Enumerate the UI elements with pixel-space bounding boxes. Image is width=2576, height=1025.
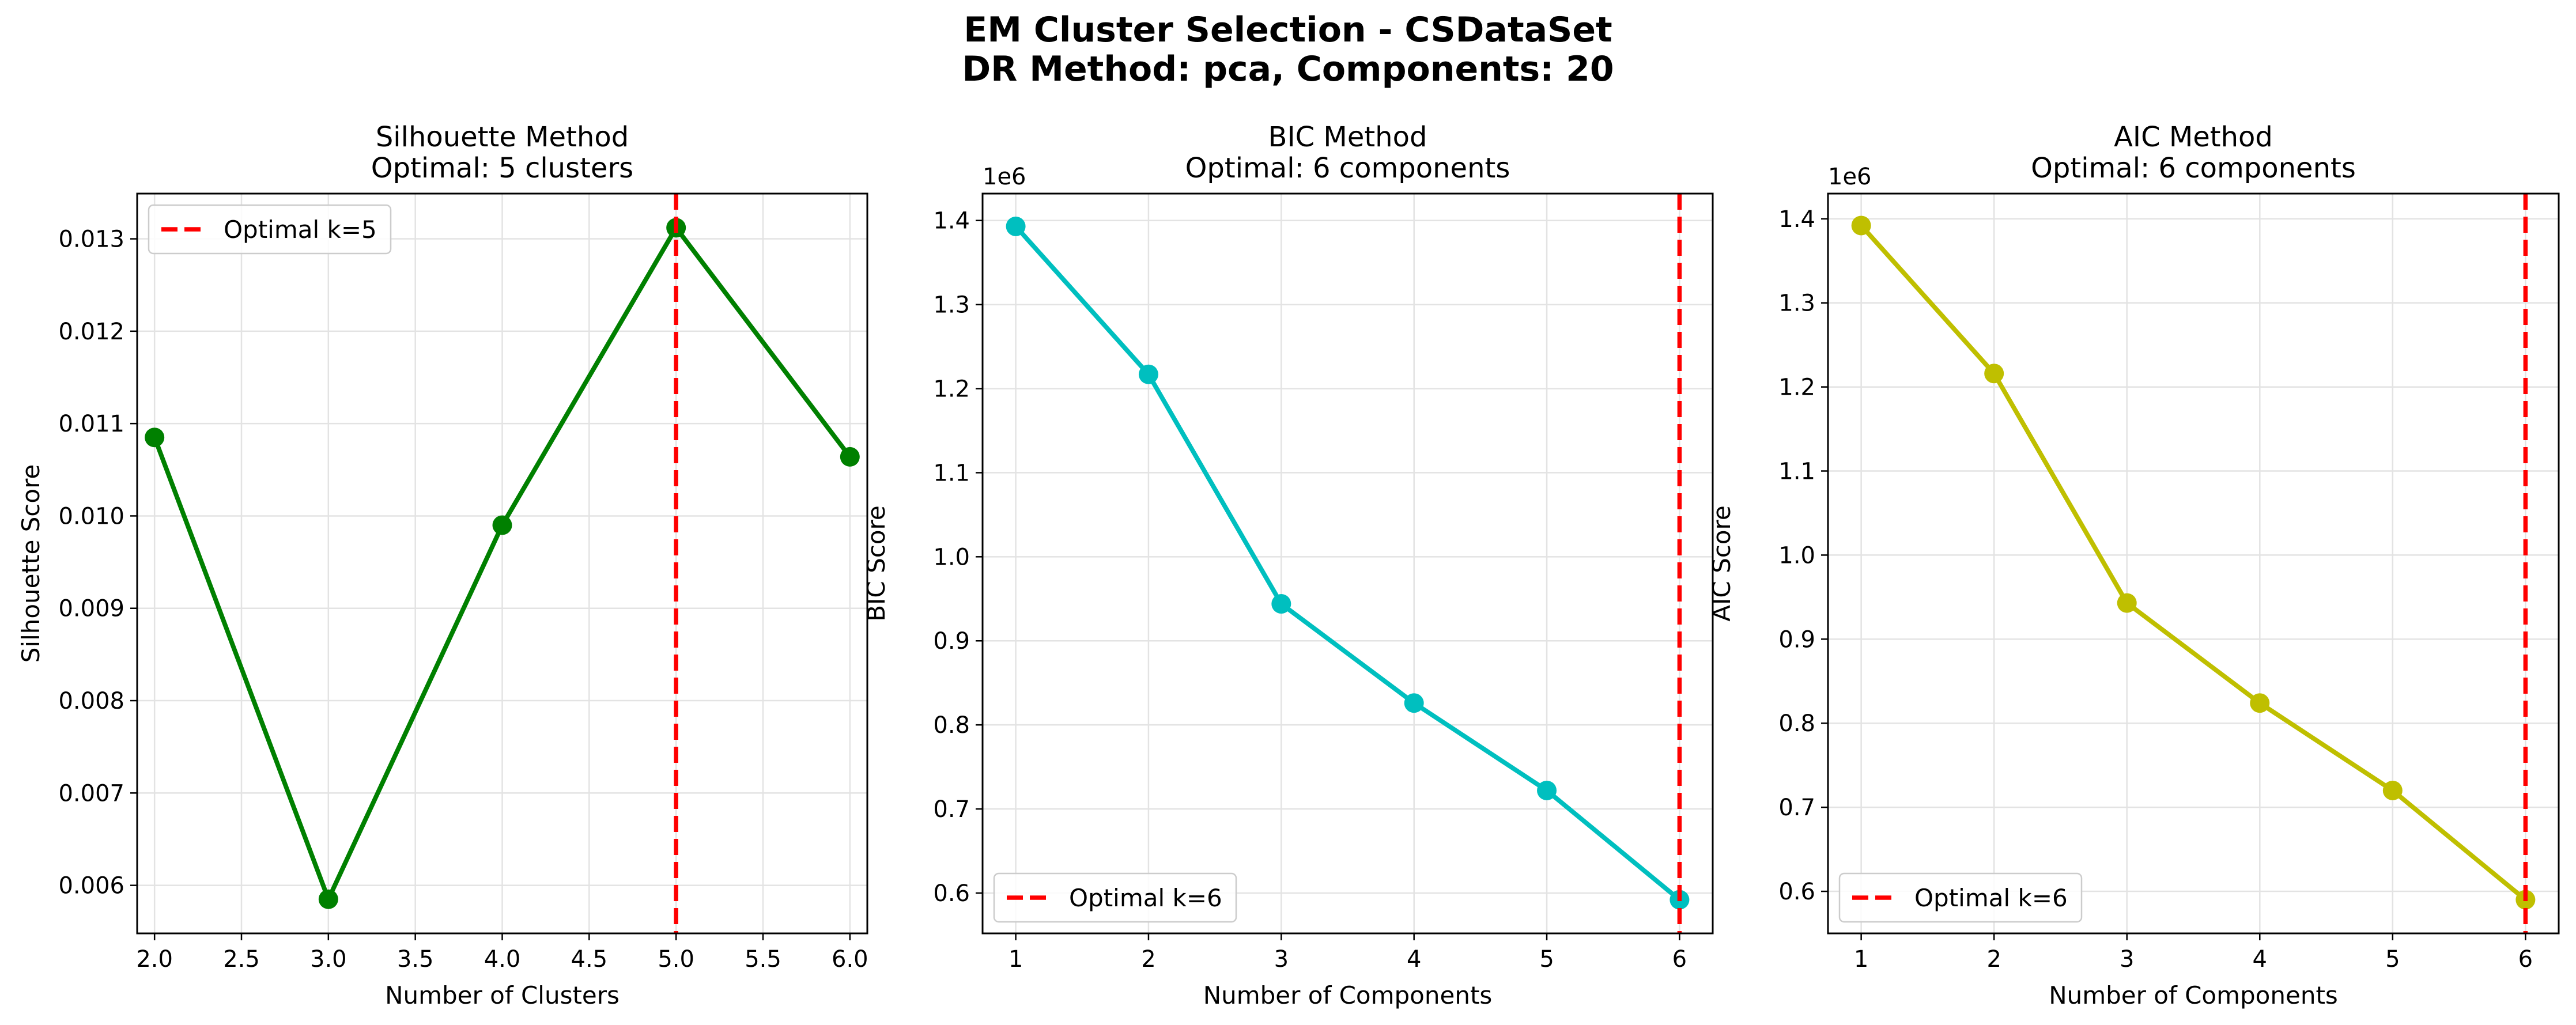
panel-title-line1: AIC Method xyxy=(2114,121,2273,153)
y-tick-label: 1.4 xyxy=(1778,206,1815,233)
y-axis-label: BIC Score xyxy=(862,505,890,622)
legend-label: Optimal k=6 xyxy=(1069,884,1222,912)
data-point xyxy=(1537,780,1557,800)
data-point xyxy=(1984,364,2004,384)
x-tick-label: 3.5 xyxy=(397,946,434,973)
axes-frame xyxy=(981,192,1714,935)
y-tick-label: 1.3 xyxy=(933,292,970,319)
legend-box xyxy=(993,872,1237,923)
figure-title-line2: DR Method: pca, Components: 20 xyxy=(962,49,1614,89)
legend-box xyxy=(1838,872,2083,923)
y-tick-label: 0.9 xyxy=(933,628,970,655)
series-line xyxy=(1859,224,2527,902)
x-tick-label: 3 xyxy=(2120,946,2134,973)
legend-label: Optimal k=5 xyxy=(224,215,377,244)
panel-title-line2: Optimal: 5 clusters xyxy=(371,152,633,184)
series-line xyxy=(1014,225,1681,902)
y-axis-label: Silhouette Score xyxy=(17,464,45,663)
x-tick-label: 2.0 xyxy=(136,946,173,973)
y-tick-label: 1.2 xyxy=(933,376,970,403)
panel-title-line1: BIC Method xyxy=(1268,121,1427,153)
y-tick-label: 0.012 xyxy=(58,319,124,345)
data-point xyxy=(492,515,512,535)
x-axis-label: Number of Components xyxy=(2049,981,2338,1009)
y-tick-label: 1.1 xyxy=(933,460,970,486)
y-tick-label: 1.0 xyxy=(933,544,970,570)
y-tick-label: 1.4 xyxy=(933,208,970,234)
y-tick-label: 1.0 xyxy=(1778,542,1815,569)
y-tick-label: 0.009 xyxy=(58,596,124,622)
y-tick-label: 0.007 xyxy=(58,780,124,807)
x-tick-label: 4.0 xyxy=(484,946,521,973)
x-tick-label: 5.0 xyxy=(658,946,694,973)
x-tick-label: 1 xyxy=(1854,946,1868,973)
y-tick-label: 0.8 xyxy=(1778,710,1815,737)
legend-box xyxy=(148,204,392,255)
legend-label: Optimal k=6 xyxy=(1914,884,2068,912)
y-tick-label: 0.8 xyxy=(933,712,970,739)
y-tick-label: 0.010 xyxy=(58,503,124,529)
x-tick-label: 4 xyxy=(2253,946,2267,973)
x-tick-label: 2.5 xyxy=(223,946,260,973)
figure-title-line1: EM Cluster Selection - CSDataSet xyxy=(964,10,1612,50)
x-tick-label: 3.0 xyxy=(310,946,347,973)
data-point xyxy=(2250,693,2270,713)
y-offset-label: 1e6 xyxy=(983,164,1026,190)
x-tick-label: 2 xyxy=(1141,946,1155,973)
x-tick-label: 5 xyxy=(2385,946,2400,973)
x-tick-label: 6 xyxy=(1672,946,1687,973)
data-point xyxy=(318,889,338,909)
y-tick-label: 0.9 xyxy=(1778,626,1815,653)
axes-frame xyxy=(1827,192,2560,935)
y-tick-label: 0.013 xyxy=(58,226,124,253)
x-tick-label: 6 xyxy=(2518,946,2533,973)
data-point xyxy=(2117,593,2137,613)
y-tick-label: 0.011 xyxy=(58,411,124,437)
data-point xyxy=(1271,594,1291,614)
y-tick-label: 1.1 xyxy=(1778,459,1815,485)
axes-frame xyxy=(136,192,868,935)
x-tick-label: 4.5 xyxy=(571,946,608,973)
data-point xyxy=(145,428,165,448)
x-tick-label: 6.0 xyxy=(832,946,868,973)
x-axis-label: Number of Clusters xyxy=(385,981,620,1009)
y-tick-label: 0.6 xyxy=(1778,879,1815,905)
panel-title-line2: Optimal: 6 components xyxy=(1185,152,1510,184)
x-tick-label: 5 xyxy=(1539,946,1554,973)
x-tick-label: 5.5 xyxy=(745,946,781,973)
y-tick-label: 1.3 xyxy=(1778,290,1815,317)
y-tick-label: 0.008 xyxy=(58,688,124,714)
x-tick-label: 4 xyxy=(1407,946,1421,973)
panel-title-line2: Optimal: 6 components xyxy=(2031,152,2356,184)
data-point xyxy=(840,447,860,467)
y-tick-label: 0.7 xyxy=(1778,795,1815,821)
data-point xyxy=(1138,364,1158,384)
x-tick-label: 2 xyxy=(1986,946,2001,973)
data-point xyxy=(1851,215,1871,236)
y-tick-label: 0.6 xyxy=(933,880,970,907)
panel-title-line1: Silhouette Method xyxy=(376,121,629,153)
data-point xyxy=(2382,780,2403,800)
data-point xyxy=(1404,693,1424,713)
x-tick-label: 3 xyxy=(1274,946,1289,973)
y-axis-label: AIC Score xyxy=(1708,505,1736,621)
y-offset-label: 1e6 xyxy=(1828,164,1872,190)
y-tick-label: 1.2 xyxy=(1778,375,1815,401)
x-tick-label: 1 xyxy=(1009,946,1023,973)
y-tick-label: 0.7 xyxy=(933,796,970,823)
x-axis-label: Number of Components xyxy=(1203,981,1493,1009)
data-point xyxy=(1006,216,1026,236)
y-tick-label: 0.006 xyxy=(58,873,124,899)
